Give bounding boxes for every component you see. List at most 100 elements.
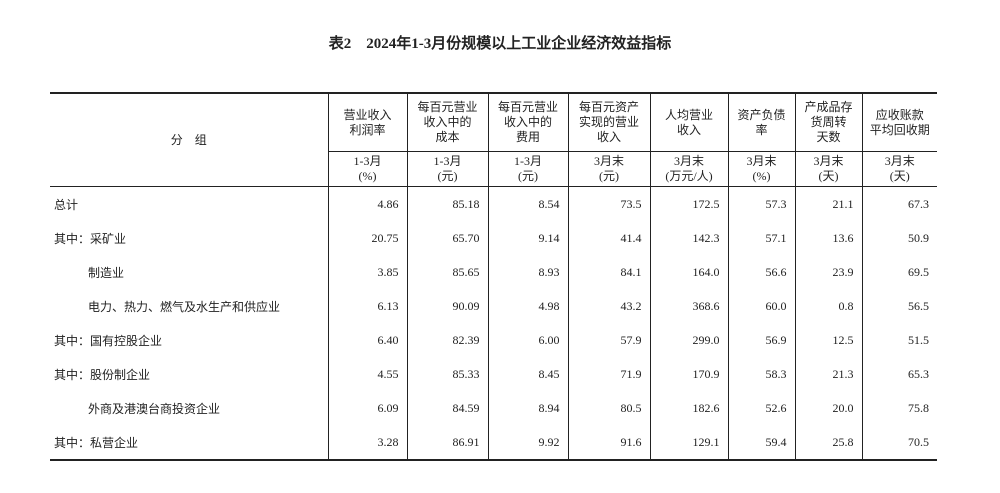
heading-line: 收入中的 bbox=[503, 115, 552, 129]
cell-value: 3.85 bbox=[327, 255, 407, 289]
cell-value: 67.3 bbox=[861, 186, 937, 221]
unit-line: (天) bbox=[818, 169, 839, 183]
cell-value: 21.3 bbox=[794, 357, 862, 391]
cell-value: 57.3 bbox=[727, 186, 795, 221]
row-label: 其中：国有控股企业 bbox=[54, 333, 163, 348]
cell-value: 164.0 bbox=[649, 255, 728, 289]
cell-value: 56.6 bbox=[727, 255, 795, 289]
unit-line: (%) bbox=[358, 169, 377, 183]
heading-line: 实现的营业 bbox=[578, 115, 639, 129]
table-row: 其中：私营企业 3.28 86.91 9.92 91.6 129.1 59.4 25.8 70.… bbox=[50, 425, 937, 460]
cell-value: 69.5 bbox=[861, 255, 937, 289]
table-row: 其中：股份制企业 4.55 85.33 8.45 71.9 170.9 58.3 21.3 65… bbox=[50, 357, 937, 391]
cell-value: 172.5 bbox=[649, 186, 728, 221]
row-label: 其中：采矿业 bbox=[54, 231, 127, 246]
cell-value: 6.13 bbox=[327, 289, 407, 323]
cell-value: 8.94 bbox=[487, 391, 568, 425]
column-unit: 1-3月 (元) bbox=[406, 151, 488, 187]
heading-line: 每百元营业 bbox=[417, 100, 478, 114]
unit-line: (天) bbox=[889, 169, 910, 183]
cell-value: 85.18 bbox=[406, 186, 488, 221]
heading-line: 收入 bbox=[596, 130, 621, 144]
cell-value: 65.70 bbox=[406, 221, 488, 255]
heading-line: 收入 bbox=[676, 122, 701, 137]
heading-line: 利润率 bbox=[349, 122, 386, 137]
cell-value: 23.9 bbox=[794, 255, 862, 289]
cell-value: 59.4 bbox=[727, 425, 795, 460]
heading-line: 人均营业 bbox=[664, 107, 713, 122]
row-label: 其中：股份制企业 bbox=[54, 367, 151, 382]
row-label: 总计 bbox=[54, 197, 79, 212]
cell-value: 0.8 bbox=[794, 289, 862, 323]
cell-value: 43.2 bbox=[567, 289, 650, 323]
column-unit: 3月末 (%) bbox=[727, 151, 795, 187]
unit-line: 1-3月 bbox=[433, 154, 462, 168]
cell-value: 84.59 bbox=[406, 391, 488, 425]
cell-value: 91.6 bbox=[567, 425, 650, 460]
cell-value: 57.1 bbox=[727, 221, 795, 255]
cell-value: 170.9 bbox=[649, 357, 728, 391]
data-table: 分 组营业收入 利润率 每百元营业 收入中的 成本 每百元营业 收入中的 费用 每百元资产 实现的… bbox=[50, 92, 937, 461]
cell-value: 85.33 bbox=[406, 357, 488, 391]
cell-value: 13.6 bbox=[794, 221, 862, 255]
cell-value: 129.1 bbox=[649, 425, 728, 460]
cell-value: 41.4 bbox=[567, 221, 650, 255]
cell-value: 4.86 bbox=[327, 186, 407, 221]
unit-line: 3月末 bbox=[813, 154, 844, 168]
heading-line: 天数 bbox=[816, 130, 841, 144]
cell-value: 57.9 bbox=[567, 323, 650, 357]
cell-value: 4.55 bbox=[327, 357, 407, 391]
heading-line: 每百元营业 bbox=[497, 100, 558, 114]
heading-line: 产成品存 bbox=[804, 100, 853, 114]
cell-value: 299.0 bbox=[649, 323, 728, 357]
column-heading: 产成品存 货周转 天数 bbox=[794, 93, 862, 152]
cell-value: 84.1 bbox=[567, 255, 650, 289]
unit-line: (元) bbox=[599, 169, 619, 183]
unit-line: (元) bbox=[518, 169, 538, 183]
cell-value: 368.6 bbox=[649, 289, 728, 323]
cell-value: 8.45 bbox=[487, 357, 568, 391]
table-row: 其中：采矿业 20.75 65.70 9.14 41.4 142.3 57.1 13.6 50.… bbox=[50, 221, 937, 255]
row-label: 外商及港澳台商投资企业 bbox=[88, 401, 221, 416]
cell-value: 85.65 bbox=[406, 255, 488, 289]
cell-value: 8.54 bbox=[487, 186, 568, 221]
cell-value: 8.93 bbox=[487, 255, 568, 289]
cell-value: 60.0 bbox=[727, 289, 795, 323]
cell-value: 9.92 bbox=[487, 425, 568, 460]
cell-value: 73.5 bbox=[567, 186, 650, 221]
table-row: 外商及港澳台商投资企业 6.09 84.59 8.94 80.5 182.6 52.6 20.… bbox=[50, 391, 937, 425]
column-heading: 人均营业 收入 bbox=[649, 93, 728, 152]
heading-line: 每百元资产 bbox=[578, 100, 639, 114]
cell-value: 50.9 bbox=[861, 221, 937, 255]
heading-line: 营业收入 bbox=[343, 107, 392, 122]
unit-line: (万元/人) bbox=[665, 169, 713, 183]
table-title: 表2 2024年1-3月份规模以上工业企业经济效益指标 bbox=[328, 36, 672, 52]
cell-value: 71.9 bbox=[567, 357, 650, 391]
cell-value: 3.28 bbox=[327, 425, 407, 460]
cell-value: 86.91 bbox=[406, 425, 488, 460]
cell-value: 182.6 bbox=[649, 391, 728, 425]
cell-value: 70.5 bbox=[861, 425, 937, 460]
column-unit: 3月末 (天) bbox=[794, 151, 862, 187]
column-unit: 3月末 (万元/人) bbox=[649, 151, 728, 187]
column-heading: 应收账款 平均回收期 bbox=[861, 93, 937, 152]
row-label: 其中：私营企业 bbox=[54, 435, 139, 450]
row-label: 电力、热力、燃气及水生产和供应业 bbox=[88, 299, 281, 314]
cell-value: 58.3 bbox=[727, 357, 795, 391]
unit-line: 3月末 bbox=[884, 154, 915, 168]
heading-line: 率 bbox=[755, 122, 768, 137]
heading-line: 成本 bbox=[435, 130, 460, 144]
unit-line: (元) bbox=[437, 169, 458, 183]
cell-value: 56.9 bbox=[727, 323, 795, 357]
column-heading: 每百元营业 收入中的 费用 bbox=[487, 93, 568, 152]
row-label: 制造业 bbox=[88, 265, 125, 280]
cell-value: 142.3 bbox=[649, 221, 728, 255]
cell-value: 80.5 bbox=[567, 391, 650, 425]
cell-value: 9.14 bbox=[487, 221, 568, 255]
unit-line: 3月末 bbox=[673, 154, 704, 168]
group-header: 分 组 bbox=[50, 93, 328, 187]
unit-line: 1-3月 bbox=[514, 154, 542, 168]
cell-value: 12.5 bbox=[794, 323, 862, 357]
cell-value: 20.0 bbox=[794, 391, 862, 425]
